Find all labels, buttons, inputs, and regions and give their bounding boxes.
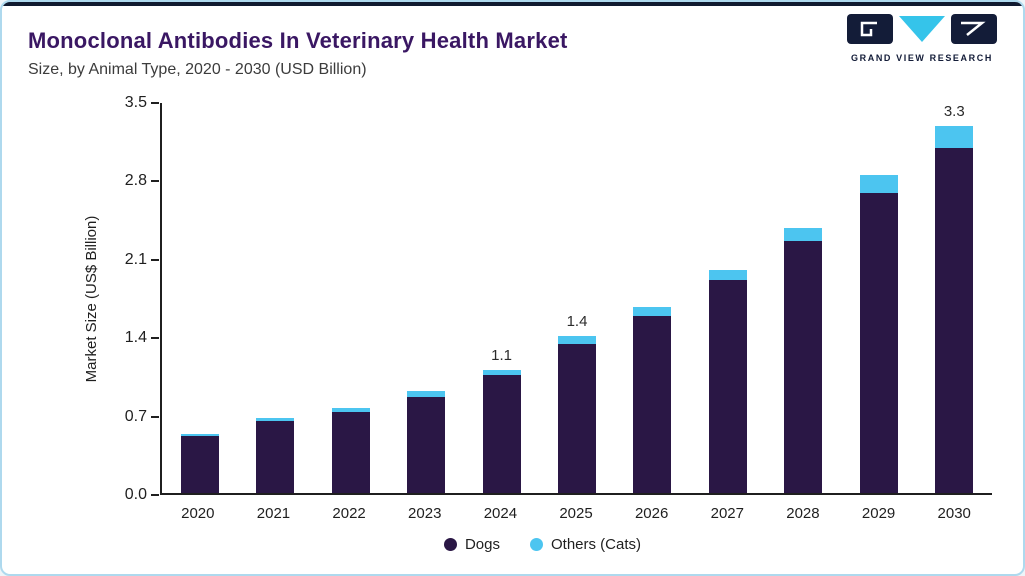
bar-segment-dogs bbox=[407, 396, 446, 493]
bar-segment-dogs bbox=[331, 412, 370, 493]
y-tick-label: 2.8 bbox=[124, 172, 147, 190]
bar-segment-dogs bbox=[633, 316, 672, 493]
x-tick-label: 2022 bbox=[332, 505, 366, 522]
bar-segment-dogs bbox=[557, 344, 596, 493]
bar-group: 1.4 bbox=[539, 103, 614, 493]
bar-segment-others-cats bbox=[784, 227, 823, 241]
bar-segment-others-cats bbox=[935, 126, 974, 149]
y-tick-label: 0.7 bbox=[124, 407, 147, 425]
bar-segment-others-cats bbox=[180, 433, 219, 436]
x-tick-label: 2030 bbox=[937, 505, 971, 522]
legend-item: Others (Cats) bbox=[530, 536, 641, 553]
x-tick-label: 2023 bbox=[408, 505, 442, 522]
bar-group bbox=[615, 103, 690, 493]
x-tick-label: 2024 bbox=[483, 505, 518, 522]
chart-section: Market Size (US$ Billion) 1.1 1.4 3.3 0.0 0… bbox=[2, 94, 1023, 553]
grand-view-research-logo: GRAND VIEW RESEARCH bbox=[847, 14, 997, 63]
y-tick-label: 3.5 bbox=[124, 94, 147, 111]
bar-group: 3.3 bbox=[917, 103, 992, 493]
bar-segment-others-cats bbox=[407, 391, 446, 397]
bar-segment-dogs bbox=[935, 148, 974, 493]
y-tick-mark bbox=[151, 337, 159, 340]
legend-item: Dogs bbox=[443, 536, 500, 553]
y-tick-label: 1.4 bbox=[124, 329, 147, 347]
legend-label: Dogs bbox=[464, 536, 500, 553]
x-tick-label: 2021 bbox=[256, 505, 291, 522]
x-tick-label: 2025 bbox=[559, 505, 593, 522]
bar-segment-dogs bbox=[859, 192, 898, 493]
bar-group bbox=[237, 103, 312, 493]
y-tick-label: 0.0 bbox=[124, 486, 147, 503]
bar-group bbox=[388, 103, 463, 493]
plot-area: 1.1 1.4 3.3 bbox=[160, 103, 992, 495]
y-tick-label: 2.1 bbox=[124, 250, 147, 268]
bars-row: 1.1 1.4 3.3 bbox=[162, 103, 992, 493]
y-tick-mark bbox=[151, 415, 159, 418]
y-tick-mark bbox=[151, 258, 159, 261]
bar-segment-others-cats bbox=[859, 174, 898, 193]
x-tick-label: 2027 bbox=[710, 505, 744, 522]
bar-segment-dogs bbox=[180, 435, 219, 493]
bar-segment-others-cats bbox=[557, 336, 596, 345]
bar-segment-others-cats bbox=[482, 369, 521, 376]
legend-swatch bbox=[443, 538, 457, 551]
header: Monoclonal Antibodies In Veterinary Heal… bbox=[2, 6, 1023, 79]
logo-mark-icon bbox=[847, 14, 997, 44]
chart-subtitle: Size, by Animal Type, 2020 - 2030 (USD B… bbox=[28, 61, 367, 78]
bar-segment-dogs bbox=[256, 421, 295, 493]
bar-group bbox=[766, 103, 841, 493]
bar-segment-dogs bbox=[784, 241, 823, 493]
chart-title: Monoclonal Antibodies In Veterinary Heal… bbox=[28, 28, 568, 53]
legend: Dogs Others (Cats) bbox=[62, 536, 1023, 553]
logo-text: GRAND VIEW RESEARCH bbox=[851, 53, 993, 63]
x-labels-row: 2020 2021 2022 2023 2024 2025 2026 2027 2028 2029… bbox=[160, 495, 992, 522]
plot-wrap: Market Size (US$ Billion) 1.1 1.4 3.3 0.0 0… bbox=[83, 94, 992, 503]
bar-segment-others-cats bbox=[633, 307, 672, 317]
legend-label: Others (Cats) bbox=[551, 536, 642, 553]
bar-segment-dogs bbox=[708, 280, 747, 493]
top-accent-bar bbox=[2, 2, 1023, 6]
bar-value-label: 1.1 bbox=[491, 346, 512, 364]
bar-group bbox=[841, 103, 916, 493]
y-tick-mark bbox=[151, 180, 159, 183]
bar-value-label: 1.4 bbox=[566, 313, 588, 331]
bar-segment-others-cats bbox=[256, 417, 295, 422]
bar-segment-others-cats bbox=[708, 270, 747, 281]
y-axis-title: Market Size (US$ Billion) bbox=[82, 215, 100, 383]
y-tick-mark bbox=[151, 102, 159, 104]
x-tick-label: 2028 bbox=[786, 505, 820, 522]
bar-segment-others-cats bbox=[331, 407, 370, 413]
bar-group: 1.1 bbox=[464, 103, 539, 493]
legend-swatch bbox=[530, 538, 543, 551]
bar-value-label: 3.3 bbox=[943, 103, 965, 120]
bar-group bbox=[162, 103, 237, 493]
x-tick-label: 2029 bbox=[861, 505, 896, 522]
bar-segment-dogs bbox=[482, 375, 521, 493]
bar-group bbox=[690, 103, 765, 493]
y-tick-mark bbox=[151, 494, 159, 496]
x-tick-label: 2020 bbox=[181, 505, 215, 522]
x-tick-label: 2026 bbox=[634, 505, 669, 522]
bar-group bbox=[313, 103, 388, 493]
